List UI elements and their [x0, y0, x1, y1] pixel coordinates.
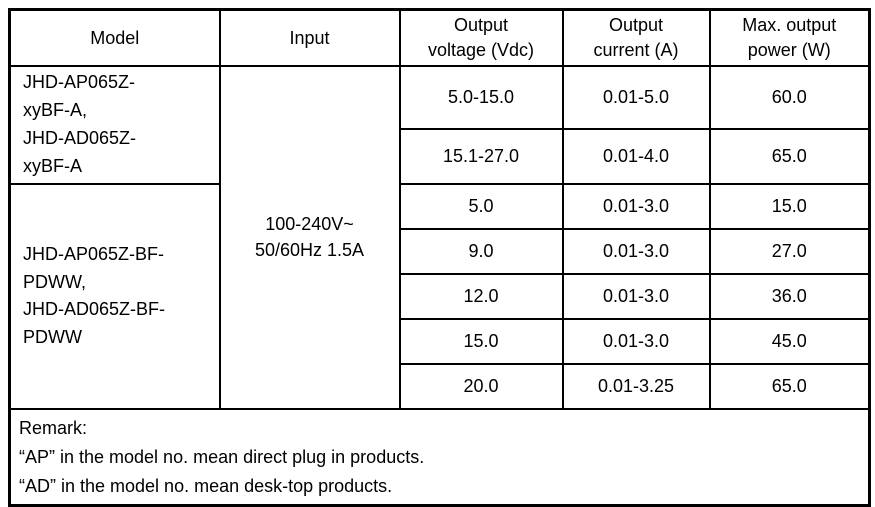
power-cell: 36.0 [708, 272, 871, 320]
table-header-row: Model Input Output voltage (Vdc) Output … [8, 8, 871, 68]
header-cell-input: Input [218, 8, 401, 68]
current-cell: 0.01-3.0 [561, 182, 711, 230]
table-row: 15.1-27.0 0.01-4.0 65.0 [10, 127, 871, 185]
table-row: 9.0 0.01-3.0 27.0 [10, 227, 871, 275]
current-cell: 0.01-3.0 [561, 317, 711, 365]
table-row: 12.0 0.01-3.0 36.0 [10, 272, 871, 320]
model-group-1-cell: JHD-AP065Z- xyBF-A, JHD-AD065Z- xyBF-A [8, 65, 221, 185]
power-cell: 45.0 [708, 317, 871, 365]
table-row: JHD-AP065Z- xyBF-A, JHD-AD065Z- xyBF-A 1… [8, 65, 871, 410]
power-cell: 65.0 [708, 127, 871, 185]
current-cell: 0.01-3.0 [561, 272, 711, 320]
voltage-cell: 15.1-27.0 [398, 127, 564, 185]
power-cell: 15.0 [708, 182, 871, 230]
voltage-cell: 9.0 [398, 227, 564, 275]
voltage-cell: 5.0 [398, 182, 564, 230]
header-cell-power: Max. output power (W) [708, 8, 871, 68]
current-cell: 0.01-4.0 [561, 127, 711, 185]
remark-cell: Remark: “AP” in the model no. mean direc… [8, 407, 871, 507]
power-cell: 60.0 [708, 65, 871, 130]
table-row: JHD-AP065Z-BF- PDWW, JHD-AD065Z-BF- PDWW… [8, 182, 871, 410]
power-cell: 65.0 [708, 362, 871, 410]
voltage-cell: 5.0-15.0 [398, 65, 564, 130]
voltage-cell: 12.0 [398, 272, 564, 320]
model-group-2-cell: JHD-AP065Z-BF- PDWW, JHD-AD065Z-BF- PDWW [8, 182, 221, 410]
voltage-cell: 15.0 [398, 317, 564, 365]
current-cell: 0.01-3.0 [561, 227, 711, 275]
current-cell: 0.01-5.0 [561, 65, 711, 130]
power-cell: 27.0 [708, 227, 871, 275]
voltage-cell: 20.0 [398, 362, 564, 410]
table-row: 20.0 0.01-3.25 65.0 [10, 362, 871, 410]
header-cell-model: Model [8, 8, 221, 68]
power-spec-table: Model Input Output voltage (Vdc) Output … [8, 8, 871, 507]
header-cell-voltage: Output voltage (Vdc) [398, 8, 564, 68]
input-cell: 100-240V~ 50/60Hz 1.5A [218, 65, 401, 410]
header-cell-current: Output current (A) [561, 8, 711, 68]
current-cell: 0.01-3.25 [561, 362, 711, 410]
remark-row: Remark: “AP” in the model no. mean direc… [8, 407, 871, 507]
table-row: 15.0 0.01-3.0 45.0 [10, 317, 871, 365]
